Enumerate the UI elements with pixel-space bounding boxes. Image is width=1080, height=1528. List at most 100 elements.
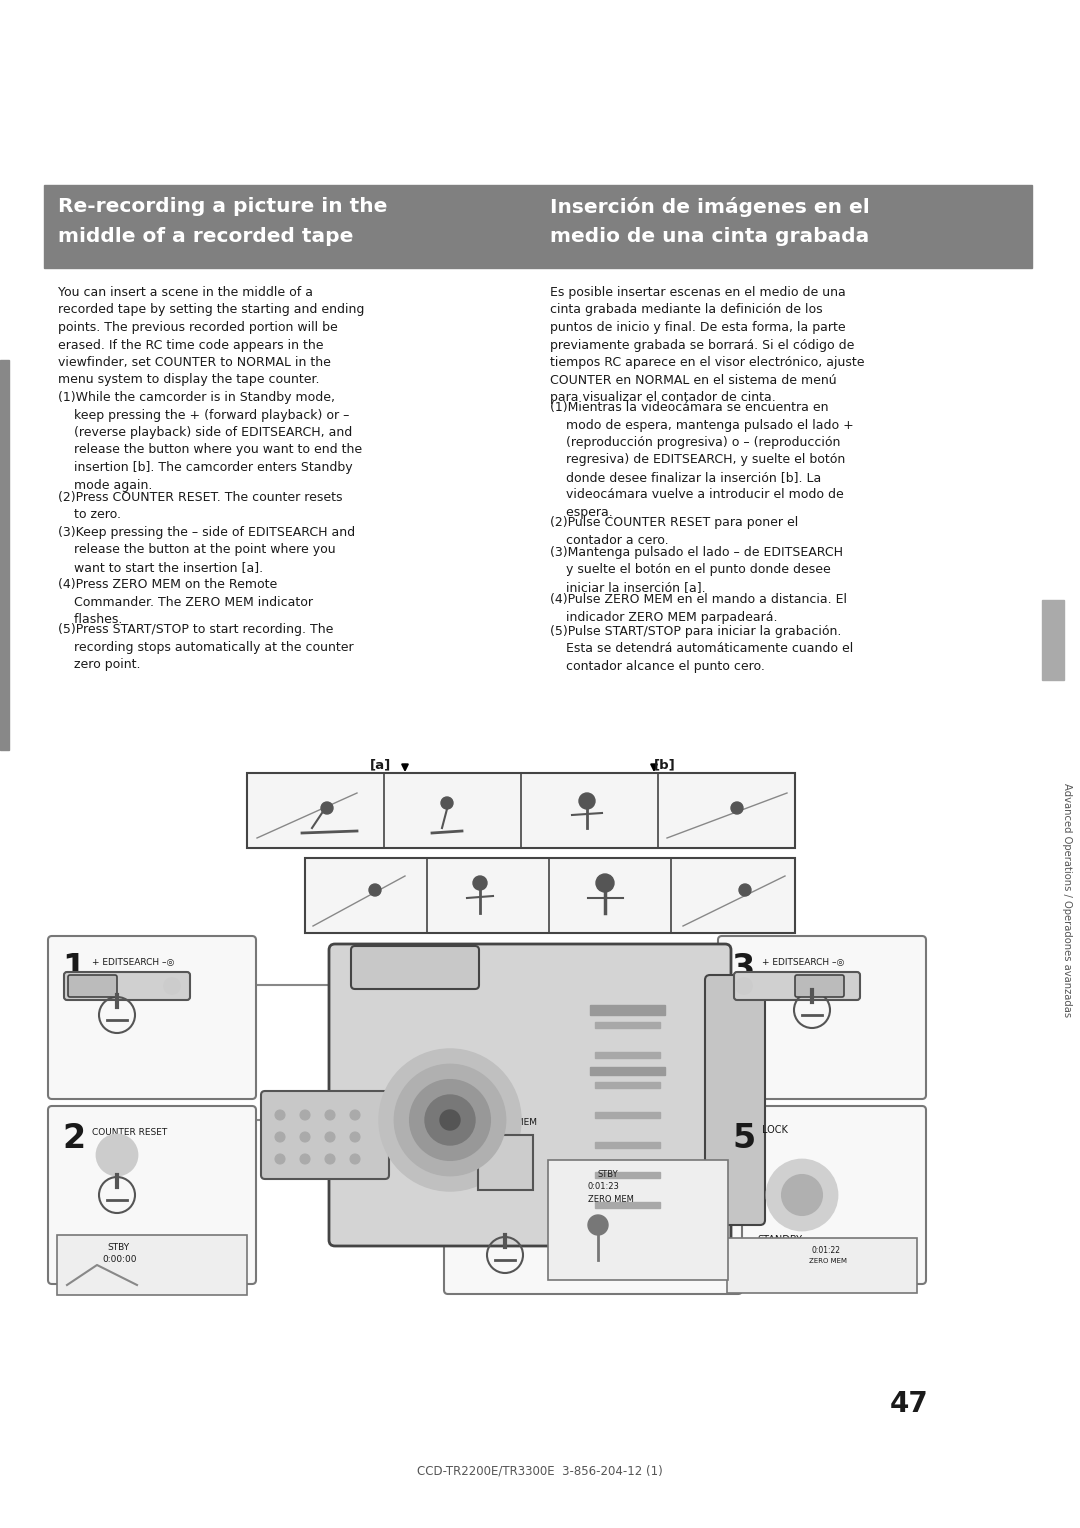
Text: (4)Press ZERO MEM on the Remote
    Commander. The ZERO MEM indicator
    flashe: (4)Press ZERO MEM on the Remote Commande…: [58, 578, 313, 626]
Circle shape: [739, 885, 751, 895]
Text: [a]: [a]: [370, 758, 391, 772]
Text: 47: 47: [890, 1390, 929, 1418]
Circle shape: [350, 1109, 360, 1120]
Circle shape: [579, 793, 595, 808]
Circle shape: [410, 1080, 490, 1160]
Text: 0:00:00: 0:00:00: [102, 1254, 136, 1264]
FancyBboxPatch shape: [68, 975, 117, 996]
FancyBboxPatch shape: [444, 1096, 742, 1294]
Circle shape: [325, 1132, 335, 1141]
FancyBboxPatch shape: [48, 937, 256, 1099]
Bar: [595, 1022, 660, 1028]
Bar: [590, 1067, 665, 1076]
Bar: [595, 1082, 660, 1088]
Circle shape: [321, 802, 333, 814]
Bar: [44, 185, 1032, 267]
Circle shape: [325, 1154, 335, 1164]
Text: 5: 5: [732, 1122, 755, 1155]
Bar: [659, 775, 794, 847]
FancyBboxPatch shape: [734, 972, 860, 999]
FancyBboxPatch shape: [351, 946, 480, 989]
FancyBboxPatch shape: [705, 975, 765, 1225]
Text: 2: 2: [62, 1122, 85, 1155]
Text: 3: 3: [732, 952, 755, 986]
Text: 0:01:23: 0:01:23: [588, 1183, 620, 1190]
Text: STBY: STBY: [598, 1170, 619, 1180]
Circle shape: [395, 1065, 505, 1175]
Circle shape: [426, 1096, 475, 1144]
Text: (5)Press START/STOP to start recording. The
    recording stops automatically at: (5)Press START/STOP to start recording. …: [58, 623, 353, 671]
Text: (1)While the camcorder is in Standby mode,
    keep pressing the + (forward play: (1)While the camcorder is in Standby mod…: [58, 391, 362, 492]
FancyBboxPatch shape: [64, 972, 190, 999]
Circle shape: [275, 1154, 285, 1164]
FancyBboxPatch shape: [718, 1106, 926, 1284]
Text: ZERO MEM: ZERO MEM: [809, 1258, 847, 1264]
FancyBboxPatch shape: [48, 1106, 256, 1284]
Text: LOCK: LOCK: [762, 1125, 788, 1135]
Text: 0:01:22: 0:01:22: [812, 1245, 841, 1254]
Text: STANDBY: STANDBY: [757, 1235, 802, 1245]
Bar: [248, 775, 383, 847]
Text: STBY: STBY: [107, 1242, 130, 1251]
Circle shape: [369, 885, 381, 895]
FancyBboxPatch shape: [261, 1091, 389, 1180]
Text: (2)Press COUNTER RESET. The counter resets
    to zero.: (2)Press COUNTER RESET. The counter rese…: [58, 490, 342, 521]
Bar: [672, 859, 792, 932]
FancyBboxPatch shape: [718, 937, 926, 1099]
Text: You can insert a scene in the middle of a
recorded tape by setting the starting : You can insert a scene in the middle of …: [58, 286, 364, 387]
Circle shape: [380, 1050, 519, 1190]
Circle shape: [350, 1132, 360, 1141]
Circle shape: [164, 978, 180, 995]
Text: (2)Pulse COUNTER RESET para poner el
    contador a cero.: (2)Pulse COUNTER RESET para poner el con…: [550, 516, 798, 547]
Circle shape: [300, 1154, 310, 1164]
Bar: [478, 1135, 534, 1190]
Bar: [595, 1112, 660, 1118]
Text: 4: 4: [458, 1112, 481, 1144]
Circle shape: [731, 802, 743, 814]
Text: (5)Pulse START/STOP para iniciar la grabación.
    Esta se detendrá automáticame: (5)Pulse START/STOP para iniciar la grab…: [550, 625, 853, 672]
Bar: [522, 775, 657, 847]
Bar: [595, 1051, 660, 1057]
Bar: [384, 775, 519, 847]
Circle shape: [300, 1109, 310, 1120]
Text: Re-recording a picture in the: Re-recording a picture in the: [58, 197, 388, 215]
Bar: [595, 1203, 660, 1209]
Circle shape: [473, 876, 487, 889]
FancyBboxPatch shape: [329, 944, 731, 1245]
Bar: [305, 859, 795, 934]
Circle shape: [440, 1109, 460, 1131]
Text: (3)Mantenga pulsado el lado – de EDITSEARCH
    y suelte el botón en el punto do: (3)Mantenga pulsado el lado – de EDITSEA…: [550, 545, 843, 594]
Text: (4)Pulse ZERO MEM en el mando a distancia. El
    indicador ZERO MEM parpadeará.: (4)Pulse ZERO MEM en el mando a distanci…: [550, 593, 847, 623]
Text: (1)Mientras la videocámara se encuentra en
    modo de espera, mantenga pulsado : (1)Mientras la videocámara se encuentra …: [550, 400, 854, 520]
Circle shape: [275, 1109, 285, 1120]
Bar: [727, 1238, 917, 1293]
Text: CCD-TR2200E/TR3300E  3-856-204-12 (1): CCD-TR2200E/TR3300E 3-856-204-12 (1): [417, 1465, 663, 1478]
Text: Advanced Operations / Operadones avanzadas: Advanced Operations / Operadones avanzad…: [1062, 782, 1072, 1018]
Circle shape: [275, 1132, 285, 1141]
Text: [b]: [b]: [654, 758, 676, 772]
Bar: [590, 1005, 665, 1015]
Circle shape: [588, 1215, 608, 1235]
Bar: [57, 1235, 247, 1296]
Circle shape: [782, 1175, 822, 1215]
Bar: [595, 1141, 660, 1148]
Text: COUNTER RESET: COUNTER RESET: [92, 1128, 167, 1137]
Bar: [548, 1160, 728, 1280]
Circle shape: [735, 978, 752, 995]
Text: 1: 1: [62, 952, 85, 986]
Bar: [595, 1172, 660, 1178]
Text: ZERO MEM: ZERO MEM: [488, 1118, 537, 1128]
Circle shape: [767, 1160, 837, 1230]
Text: ZERO MEM: ZERO MEM: [588, 1195, 634, 1204]
Text: (3)Keep pressing the – side of EDITSEARCH and
    release the button at the poin: (3)Keep pressing the – side of EDITSEARC…: [58, 526, 355, 575]
Circle shape: [97, 1135, 137, 1175]
Text: Es posible insertar escenas en el medio de una
cinta grabada mediante la definic: Es posible insertar escenas en el medio …: [550, 286, 864, 403]
Text: Inserción de imágenes en el: Inserción de imágenes en el: [550, 197, 869, 217]
Bar: [428, 859, 548, 932]
Circle shape: [325, 1109, 335, 1120]
Bar: [1042, 601, 1064, 680]
Circle shape: [300, 1132, 310, 1141]
Circle shape: [441, 798, 453, 808]
Circle shape: [350, 1154, 360, 1164]
Bar: [306, 859, 426, 932]
